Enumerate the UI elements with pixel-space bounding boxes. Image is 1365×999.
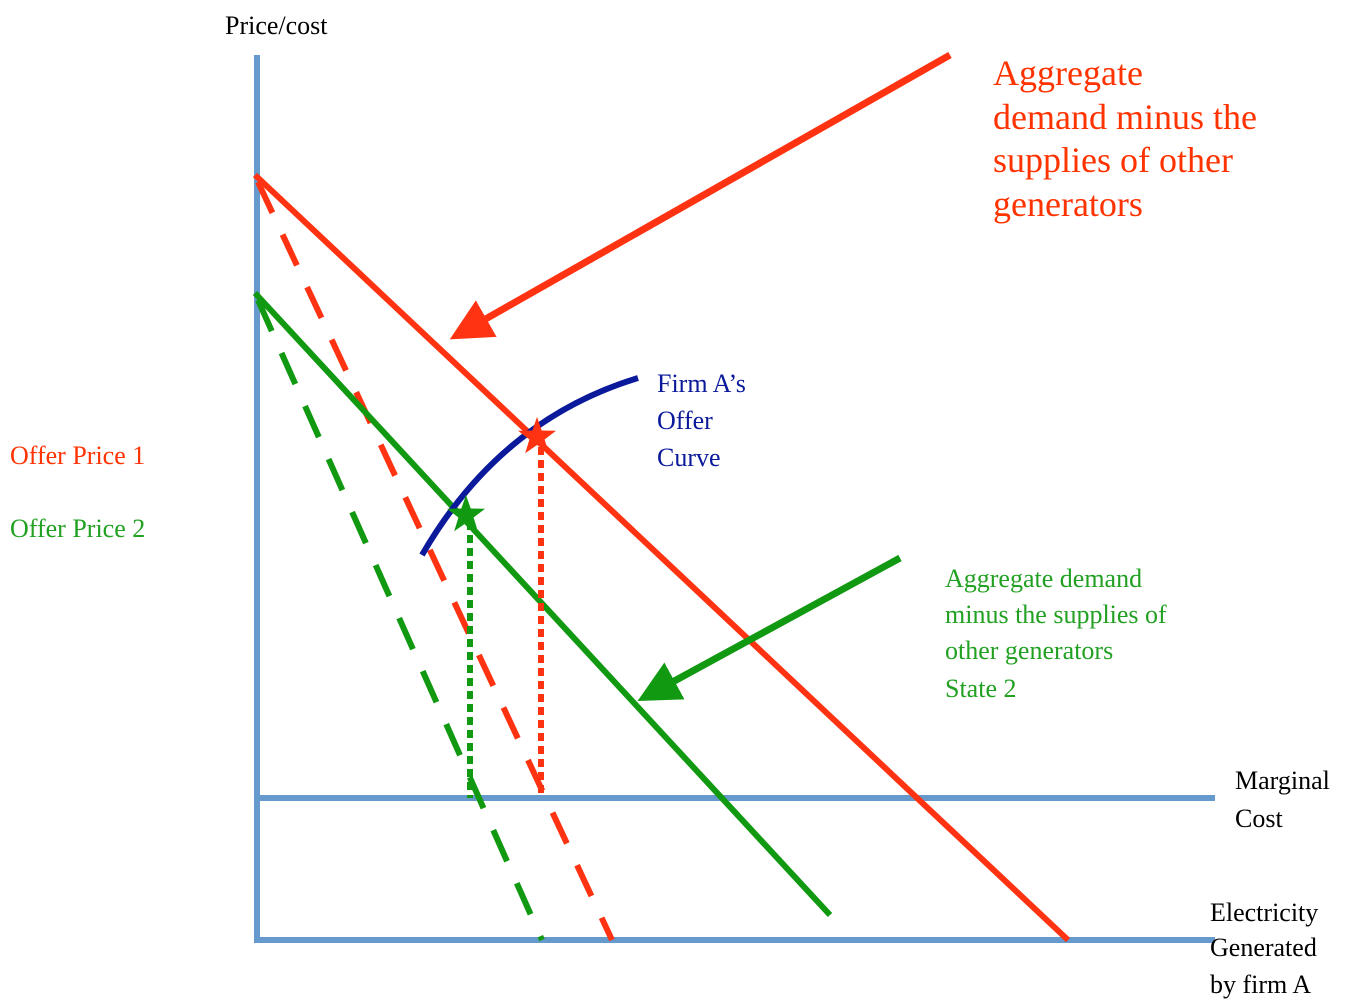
text-line: supplies of other bbox=[993, 140, 1233, 180]
offer-curve-label: Firm A’s Offer Curve bbox=[657, 369, 752, 472]
text-line: Firm A’s bbox=[657, 369, 746, 398]
arrow-state1 bbox=[449, 51, 952, 340]
text-line: by firm A bbox=[1210, 970, 1311, 999]
axes bbox=[254, 55, 1215, 943]
state1-label: Aggregate demand minus the supplies of o… bbox=[993, 53, 1266, 224]
x-axis-label: Electricity Generated by firm A bbox=[1210, 898, 1325, 999]
text-line: Offer bbox=[657, 406, 713, 435]
text-line: Generated bbox=[1210, 933, 1317, 962]
text-line: Cost bbox=[1235, 804, 1283, 833]
arrow-state2 bbox=[637, 554, 902, 702]
equilibrium-star-1 bbox=[518, 417, 556, 454]
marginal-cost-label: Marginal Cost bbox=[1235, 766, 1336, 833]
text-line: minus the supplies of bbox=[945, 600, 1167, 629]
text-line: Electricity bbox=[1210, 898, 1318, 927]
text-line: Marginal bbox=[1235, 766, 1330, 795]
equilibrium-star-2 bbox=[447, 495, 485, 532]
text-line: other generators bbox=[945, 636, 1113, 665]
y-axis-label: Price/cost bbox=[225, 11, 328, 40]
demand-line-1 bbox=[252, 172, 1071, 943]
offer-curve bbox=[419, 375, 639, 557]
text-line: Aggregate bbox=[993, 53, 1143, 93]
text-line: Curve bbox=[657, 443, 721, 472]
text-line: Aggregate demand bbox=[945, 564, 1142, 593]
text-line: State 2 bbox=[945, 674, 1017, 703]
state2-label: Aggregate demand minus the supplies of o… bbox=[945, 564, 1173, 703]
marginal-revenue-2 bbox=[255, 298, 545, 942]
offer-price-1: Offer Price 1 bbox=[10, 441, 145, 470]
offer-price-2: Offer Price 2 bbox=[10, 514, 145, 543]
text-line: generators bbox=[993, 184, 1143, 224]
text-line: demand minus the bbox=[993, 97, 1257, 137]
marginal-revenue-1 bbox=[255, 180, 615, 942]
